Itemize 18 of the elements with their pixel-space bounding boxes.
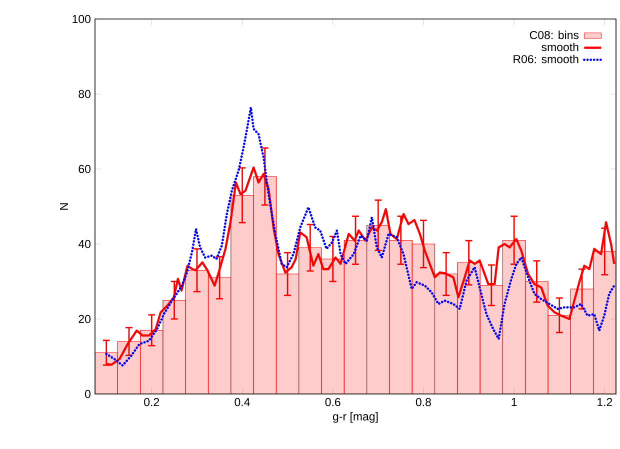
x-tick-label: 1 (512, 398, 517, 406)
y-tick-label: 0 (85, 390, 91, 398)
legend-label: C08: bins (530, 30, 579, 40)
x-tick-label: 0.8 (416, 398, 431, 406)
y-tick-label: 80 (78, 90, 91, 98)
y-tick-label: 100 (72, 14, 91, 24)
y-tick-label: 60 (78, 164, 91, 174)
legend-label: R06: smooth (514, 54, 578, 64)
x-axis-title: g-r [mag] (332, 412, 378, 423)
x-tick-label: 1.2 (598, 398, 612, 406)
y-tick-label: 40 (78, 240, 91, 248)
x-tick-label: 0.4 (234, 398, 250, 406)
line-series (105, 106, 616, 367)
y-tick-label: 20 (78, 314, 91, 324)
x-tick-label: 0.6 (325, 398, 340, 406)
x-tick-label: 0.2 (144, 398, 160, 406)
legend-label: smooth (542, 42, 578, 52)
y-axis-title: N (60, 203, 68, 210)
